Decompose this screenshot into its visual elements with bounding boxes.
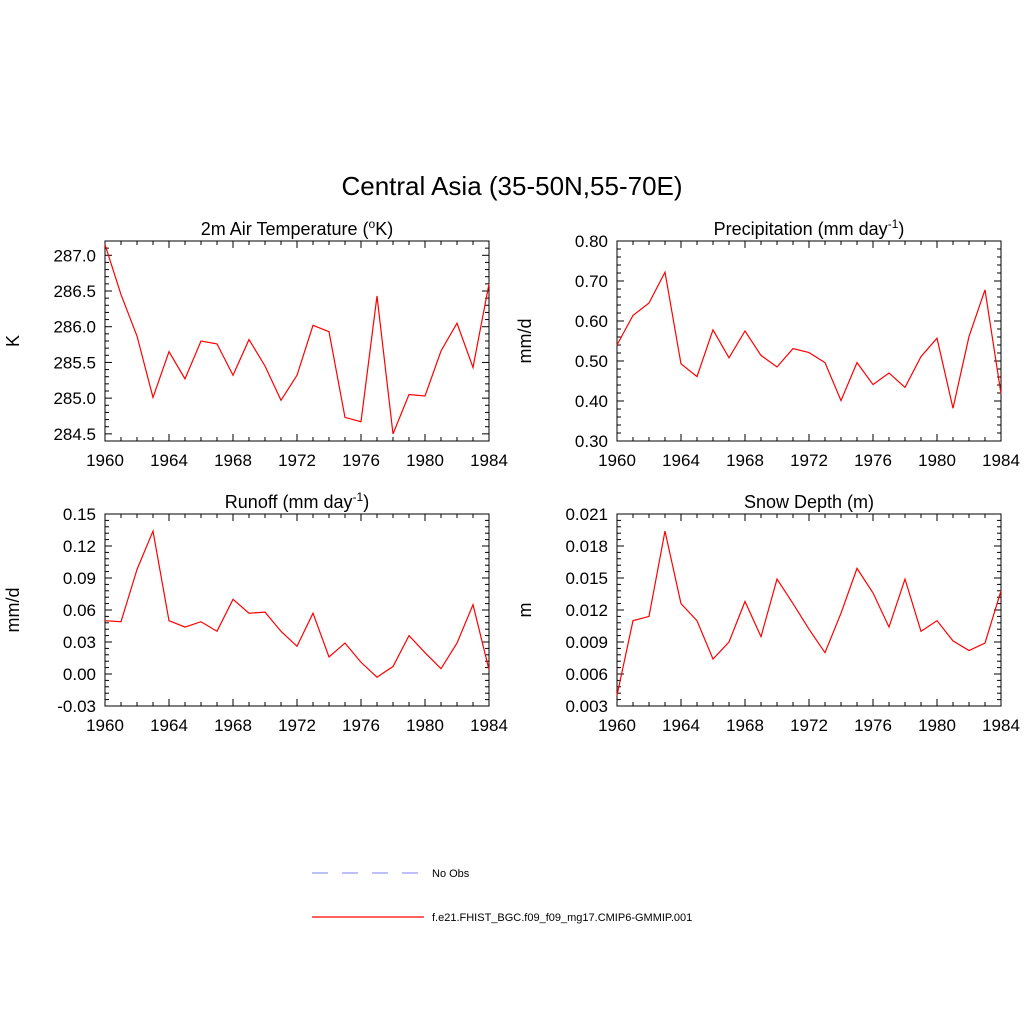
panel-title-main: Runoff (mm day	[225, 492, 353, 512]
plot-frame	[616, 240, 1002, 442]
y-tick-label: 0.003	[565, 697, 608, 716]
legend: No Obs f.e21.FHIST_BGC.f09_f09_mg17.CMIP…	[312, 868, 692, 924]
panel-title-main: Precipitation (mm day	[714, 219, 888, 239]
panel-title-tail: )	[898, 219, 904, 239]
y-axis-label: mm/d	[515, 319, 535, 364]
x-tick-label: 1960	[598, 716, 636, 735]
y-tick-label: -0.03	[57, 697, 96, 716]
y-tick-label: 0.015	[565, 569, 608, 588]
x-tick-label: 1964	[150, 451, 188, 470]
panel-title-sup: o	[369, 217, 376, 231]
x-tick-label: 1960	[598, 451, 636, 470]
panel-title: Precipitation (mm day-1)	[714, 217, 905, 239]
plot-frame	[616, 513, 1002, 707]
y-tick-label: 0.40	[575, 392, 608, 411]
x-tick-label: 1984	[470, 451, 508, 470]
x-tick-label: 1980	[406, 451, 444, 470]
x-tick-label: 1964	[662, 716, 700, 735]
y-tick-label: 0.006	[565, 665, 608, 684]
y-axis-label: mm/d	[3, 588, 23, 633]
y-tick-label: 0.09	[63, 569, 96, 588]
y-tick-label: 0.15	[63, 505, 96, 524]
panel-title: Runoff (mm day-1)	[225, 490, 369, 512]
y-tick-label: 284.5	[53, 425, 96, 444]
x-tick-label: 1968	[214, 451, 252, 470]
y-tick-label: 0.12	[63, 537, 96, 556]
x-tick-label: 1976	[342, 451, 380, 470]
plot-frame	[104, 240, 490, 442]
panels: 1960 1964 1968 1972 1976 1980 1984 284.5 285.0 28…	[3, 217, 1020, 735]
series-line	[616, 530, 1002, 696]
series-line	[616, 270, 1002, 409]
x-tick-label: 1976	[854, 716, 892, 735]
y-tick-label: 285.0	[53, 389, 96, 408]
x-tick-label: 1984	[470, 716, 508, 735]
x-tick-label: 1964	[150, 716, 188, 735]
y-tick-label: 286.0	[53, 318, 96, 337]
panel-title-main: 2m Air Temperature (	[201, 219, 369, 239]
figure-title: Central Asia (35-50N,55-70E)	[341, 171, 682, 201]
x-tick-label: 1976	[854, 451, 892, 470]
panel-snow-depth: 1960 1964 1968 1972 1976 1980 1984 0.003 0.006 0.…	[515, 492, 1020, 735]
y-tick-label: 0.30	[575, 432, 608, 451]
plot-frame	[104, 513, 490, 707]
x-tick-label: 1980	[406, 716, 444, 735]
y-tick-label: 0.012	[565, 601, 608, 620]
x-tick-label: 1972	[278, 451, 316, 470]
x-tick-label: 1972	[790, 716, 828, 735]
x-tick-label: 1968	[726, 451, 764, 470]
y-tick-label: 0.03	[63, 633, 96, 652]
panel-runoff: 1960 1964 1968 1972 1976 1980 1984 -0.03 0.00 0.0…	[3, 490, 508, 735]
y-tick-label: 0.70	[575, 272, 608, 291]
y-tick-label: 0.021	[565, 505, 608, 524]
panel-title: Snow Depth (m)	[744, 492, 874, 512]
panel-title-sup: -1	[888, 217, 899, 231]
x-tick-label: 1984	[982, 716, 1020, 735]
x-tick-label: 1980	[918, 451, 956, 470]
x-tick-label: 1976	[342, 716, 380, 735]
y-axis-label: m	[515, 603, 535, 618]
y-tick-label: 0.60	[575, 312, 608, 331]
x-tick-label: 1960	[86, 716, 124, 735]
y-tick-label: 286.5	[53, 282, 96, 301]
y-axis-label: K	[3, 335, 23, 347]
panel-title-tail: )	[363, 492, 369, 512]
y-tick-label: 0.018	[565, 537, 608, 556]
y-tick-label: 0.009	[565, 633, 608, 652]
panel-title-tail: K)	[375, 219, 393, 239]
x-tick-label: 1964	[662, 451, 700, 470]
panel-air-temperature: 1960 1964 1968 1972 1976 1980 1984 284.5 285.0 28…	[3, 217, 508, 470]
x-tick-label: 1968	[214, 716, 252, 735]
x-tick-label: 1972	[278, 716, 316, 735]
y-tick-label: 0.06	[63, 601, 96, 620]
y-tick-label: 285.5	[53, 353, 96, 372]
panel-title-sup: -1	[353, 490, 364, 504]
panel-title: 2m Air Temperature (oK)	[201, 217, 393, 239]
y-tick-label: 287.0	[53, 246, 96, 265]
panel-precipitation: 1960 1964 1968 1972 1976 1980 1984 0.30 0.40 0.50…	[515, 217, 1020, 470]
y-tick-label: 0.80	[575, 232, 608, 251]
panel-title-main: Snow Depth (m)	[744, 492, 874, 512]
x-tick-label: 1960	[86, 451, 124, 470]
x-tick-label: 1968	[726, 716, 764, 735]
x-tick-label: 1980	[918, 716, 956, 735]
legend-label-no-obs: No Obs	[432, 868, 470, 880]
legend-label-model: f.e21.FHIST_BGC.f09_f09_mg17.CMIP6-GMMIP…	[432, 912, 692, 924]
x-tick-label: 1984	[982, 451, 1020, 470]
x-tick-label: 1972	[790, 451, 828, 470]
series-line	[104, 528, 490, 678]
y-tick-label: 0.50	[575, 352, 608, 371]
y-tick-label: 0.00	[63, 665, 96, 684]
series-line	[104, 244, 490, 435]
